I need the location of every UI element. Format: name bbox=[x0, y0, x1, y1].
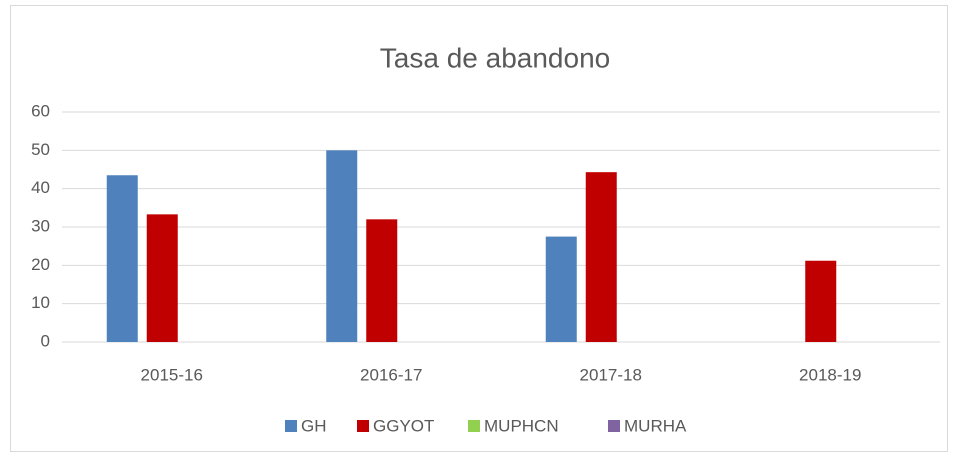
legend-label: MURHA bbox=[624, 416, 687, 435]
legend-swatch bbox=[285, 420, 297, 432]
bar bbox=[805, 260, 837, 342]
y-tick-label: 0 bbox=[41, 331, 50, 350]
legend-label: GH bbox=[301, 416, 327, 435]
x-tick-label: 2018-19 bbox=[799, 365, 861, 384]
legend-swatch bbox=[357, 420, 369, 432]
bar bbox=[545, 236, 577, 342]
legend-label: GGYOT bbox=[373, 416, 434, 435]
bar bbox=[326, 150, 358, 342]
y-tick-label: 40 bbox=[31, 178, 50, 197]
x-tick-label: 2017-18 bbox=[580, 365, 642, 384]
y-tick-label: 10 bbox=[31, 293, 50, 312]
legend-swatch bbox=[468, 420, 480, 432]
y-tick-label: 20 bbox=[31, 255, 50, 274]
chart-title: Tasa de abandono bbox=[380, 42, 610, 73]
bar bbox=[106, 175, 138, 342]
bar bbox=[585, 172, 617, 342]
x-tick-label: 2016-17 bbox=[360, 365, 422, 384]
legend-label: MUPHCN bbox=[484, 416, 559, 435]
y-tick-label: 30 bbox=[31, 216, 50, 235]
y-tick-label: 50 bbox=[31, 140, 50, 159]
x-tick-label: 2015-16 bbox=[141, 365, 203, 384]
bar bbox=[366, 219, 398, 342]
legend-swatch bbox=[608, 420, 620, 432]
y-tick-label: 60 bbox=[31, 101, 50, 120]
bar bbox=[146, 214, 178, 342]
